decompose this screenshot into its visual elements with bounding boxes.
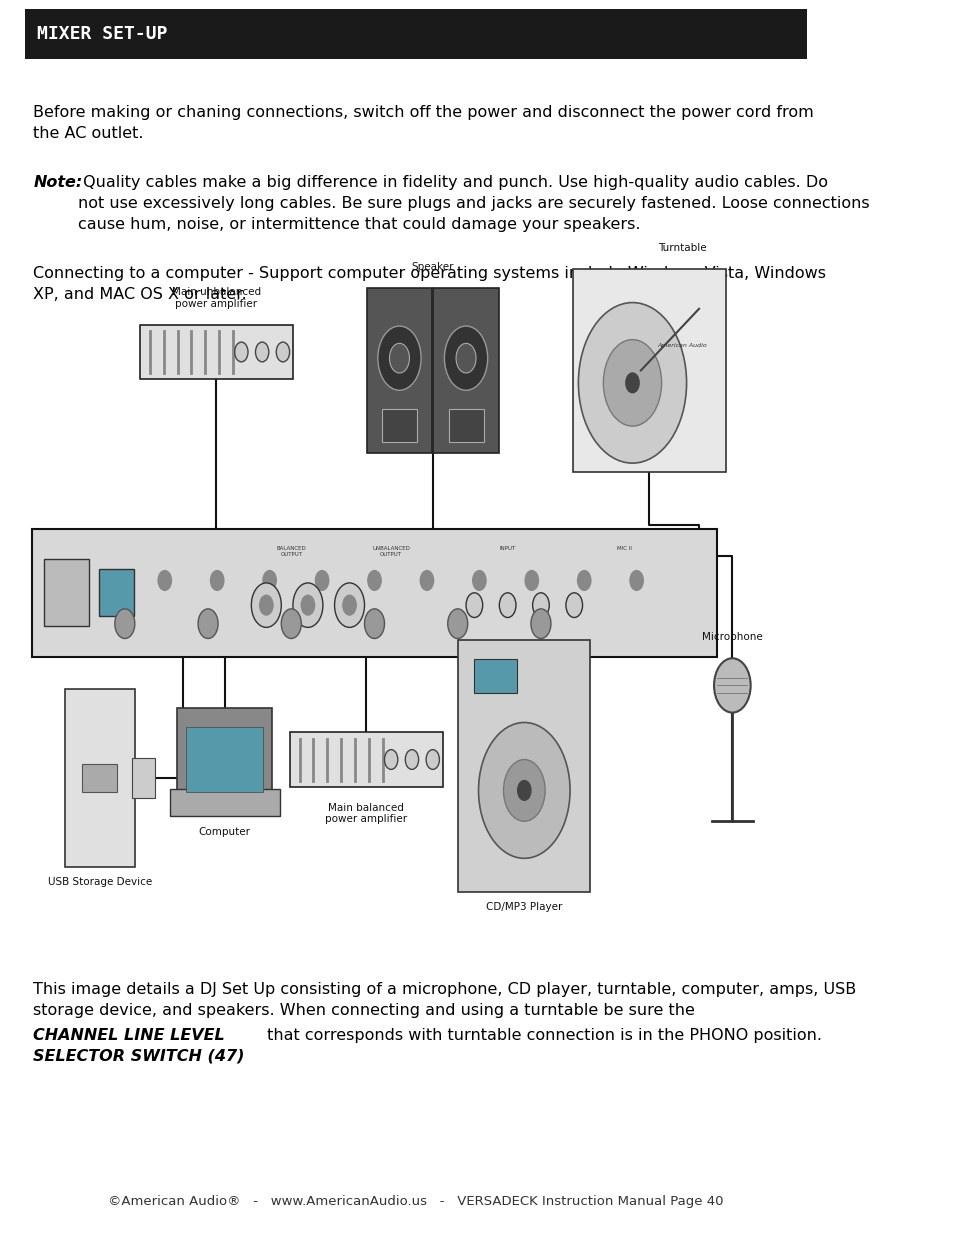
Circle shape xyxy=(447,609,467,638)
Circle shape xyxy=(456,343,476,373)
FancyBboxPatch shape xyxy=(448,409,483,442)
Text: that corresponds with turntable connection is in the PHONO position.: that corresponds with turntable connecti… xyxy=(262,1028,821,1042)
Text: Quality cables make a big difference in fidelity and punch. Use high-quality aud: Quality cables make a big difference in … xyxy=(78,175,869,232)
FancyBboxPatch shape xyxy=(99,569,133,616)
Text: Note:: Note: xyxy=(33,175,83,190)
Circle shape xyxy=(106,571,119,590)
Text: USB Storage Device: USB Storage Device xyxy=(48,877,152,887)
Circle shape xyxy=(276,342,290,362)
Circle shape xyxy=(114,609,134,638)
FancyBboxPatch shape xyxy=(177,708,272,799)
Text: UNBALANCED
OUTPUT: UNBALANCED OUTPUT xyxy=(372,546,410,557)
Text: CHANNEL LINE LEVEL
SELECTOR SWITCH (47): CHANNEL LINE LEVEL SELECTOR SWITCH (47) xyxy=(33,1028,245,1063)
Circle shape xyxy=(315,571,329,590)
Text: ©American Audio®   -   www.AmericanAudio.us   -   VERSADECK Instruction Manual P: ©American Audio® - www.AmericanAudio.us … xyxy=(109,1194,723,1208)
Circle shape xyxy=(377,326,420,390)
FancyBboxPatch shape xyxy=(82,764,117,792)
Text: Connecting to a computer - Support computer operating systems include Windows Vi: Connecting to a computer - Support compu… xyxy=(33,266,825,301)
Circle shape xyxy=(281,609,301,638)
Circle shape xyxy=(625,373,639,393)
Circle shape xyxy=(368,571,381,590)
FancyBboxPatch shape xyxy=(290,732,442,787)
Circle shape xyxy=(524,571,537,590)
Circle shape xyxy=(384,750,397,769)
Text: This image details a DJ Set Up consisting of a microphone, CD player, turntable,: This image details a DJ Set Up consistin… xyxy=(33,982,856,1018)
Circle shape xyxy=(342,595,355,615)
Circle shape xyxy=(389,343,409,373)
Circle shape xyxy=(158,571,172,590)
Circle shape xyxy=(565,593,582,618)
FancyBboxPatch shape xyxy=(457,640,590,892)
Circle shape xyxy=(517,781,531,800)
Text: American Audio: American Audio xyxy=(657,343,706,348)
Circle shape xyxy=(259,595,273,615)
Text: Microphone: Microphone xyxy=(701,632,762,642)
Circle shape xyxy=(293,583,322,627)
Text: Main unbalanced
power amplifier: Main unbalanced power amplifier xyxy=(172,288,261,309)
Circle shape xyxy=(426,750,439,769)
Circle shape xyxy=(498,593,516,618)
Circle shape xyxy=(472,571,485,590)
FancyBboxPatch shape xyxy=(25,9,806,59)
FancyBboxPatch shape xyxy=(433,288,498,453)
FancyBboxPatch shape xyxy=(170,789,279,816)
Text: INPUT: INPUT xyxy=(499,546,516,551)
Circle shape xyxy=(405,750,418,769)
Circle shape xyxy=(211,571,224,590)
Text: MIC II: MIC II xyxy=(616,546,631,551)
Circle shape xyxy=(577,571,590,590)
Text: Before making or chaning connections, switch off the power and disconnect the po: Before making or chaning connections, sw… xyxy=(33,105,813,141)
FancyBboxPatch shape xyxy=(140,325,293,379)
Circle shape xyxy=(602,340,661,426)
Circle shape xyxy=(478,722,570,858)
Circle shape xyxy=(713,658,750,713)
Circle shape xyxy=(532,593,549,618)
FancyBboxPatch shape xyxy=(473,659,517,693)
Text: Speaker: Speaker xyxy=(411,262,454,272)
Text: Main balanced
power amplifier: Main balanced power amplifier xyxy=(325,803,407,824)
Circle shape xyxy=(578,303,686,463)
Circle shape xyxy=(531,609,550,638)
Circle shape xyxy=(234,342,248,362)
Circle shape xyxy=(335,583,364,627)
Circle shape xyxy=(301,595,314,615)
Text: MIXER SET-UP: MIXER SET-UP xyxy=(37,25,168,43)
Text: Turntable: Turntable xyxy=(658,243,706,253)
Circle shape xyxy=(251,583,281,627)
Circle shape xyxy=(420,571,433,590)
FancyBboxPatch shape xyxy=(31,529,717,657)
FancyBboxPatch shape xyxy=(381,409,416,442)
FancyBboxPatch shape xyxy=(44,559,89,626)
FancyBboxPatch shape xyxy=(572,269,725,472)
FancyBboxPatch shape xyxy=(132,758,154,798)
FancyBboxPatch shape xyxy=(366,288,432,453)
Circle shape xyxy=(444,326,487,390)
Text: BALANCED
OUTPUT: BALANCED OUTPUT xyxy=(276,546,306,557)
FancyBboxPatch shape xyxy=(186,727,263,792)
FancyBboxPatch shape xyxy=(65,689,134,867)
Text: CD/MP3 Player: CD/MP3 Player xyxy=(486,902,562,911)
Circle shape xyxy=(503,760,544,821)
Circle shape xyxy=(466,593,482,618)
Circle shape xyxy=(198,609,218,638)
Circle shape xyxy=(263,571,276,590)
Circle shape xyxy=(255,342,269,362)
Circle shape xyxy=(364,609,384,638)
Circle shape xyxy=(629,571,642,590)
Text: Computer: Computer xyxy=(198,827,251,837)
